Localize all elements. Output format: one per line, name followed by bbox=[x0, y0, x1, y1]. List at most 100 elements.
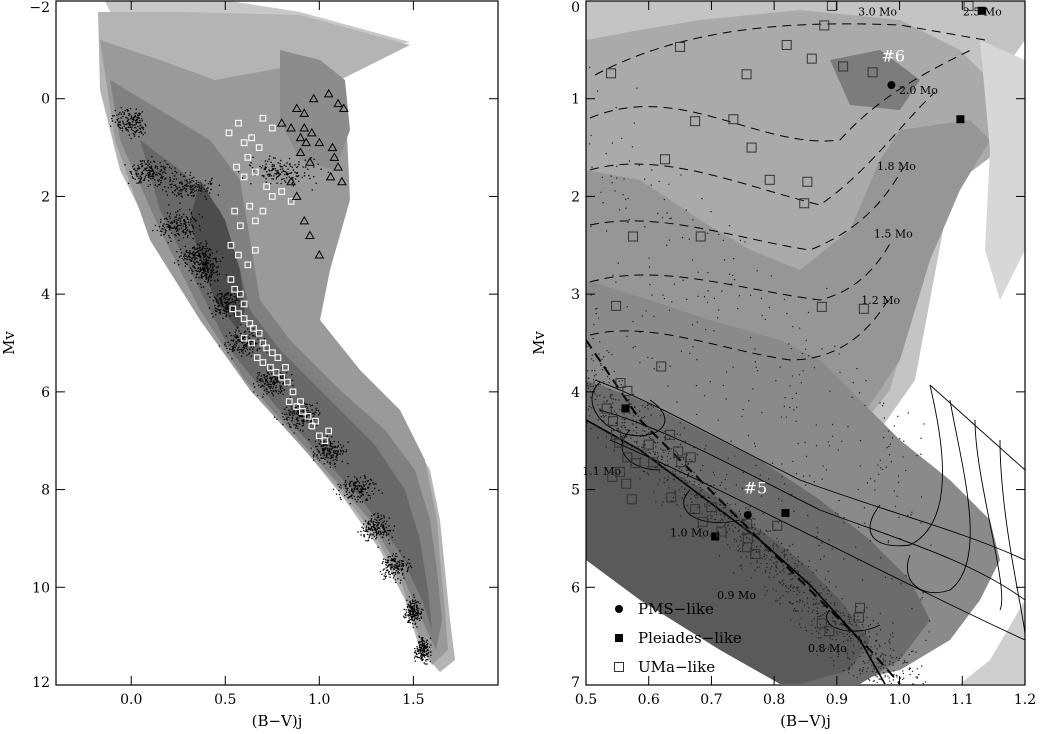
track-2.0 bbox=[589, 91, 936, 206]
left-y-axis-label: Mv bbox=[0, 331, 18, 355]
left-open-square-white-point bbox=[236, 290, 244, 298]
left-field-stars bbox=[109, 106, 432, 665]
left-ytick-label: 2 bbox=[41, 189, 50, 205]
right-open-square-point bbox=[622, 385, 633, 396]
giant-branch-5 bbox=[999, 439, 1025, 636]
left-open-triangle-point bbox=[338, 103, 349, 112]
left-x-axis-label: (B−V)j bbox=[252, 712, 303, 730]
left-open-square-white-point bbox=[297, 398, 304, 405]
left-open-square-white-point bbox=[240, 334, 248, 342]
giant-branch-4 bbox=[974, 419, 1003, 611]
left-open-square-white-point bbox=[278, 188, 286, 195]
right-open-square-point bbox=[626, 494, 637, 505]
right-open-square-point bbox=[690, 504, 701, 515]
track-1.8 bbox=[589, 167, 904, 251]
left-open-triangle-point bbox=[337, 176, 347, 186]
right-ytick-label: 2 bbox=[571, 189, 580, 205]
left-axes: 0.0 0.5 1.0 1.5 −2 0 2 4 6 8 10 12 (B−V)j Mv bbox=[0, 0, 498, 730]
left-ytick-label: −2 bbox=[29, 0, 50, 16]
left-open-square-white-point bbox=[236, 222, 244, 230]
right-open-square-point bbox=[728, 114, 739, 125]
left-open-square-white-point bbox=[235, 310, 242, 318]
legend-label: UMa−like bbox=[638, 658, 715, 676]
legend-label: Pleiades−like bbox=[638, 629, 742, 647]
left-xtick-label: 1.0 bbox=[308, 692, 330, 708]
left-open-triangle-point bbox=[286, 123, 296, 132]
right-open-square-point bbox=[630, 458, 641, 469]
left-open-triangle-point bbox=[295, 147, 306, 156]
left-open-triangle-point bbox=[305, 157, 315, 166]
right-xtick-label: 1.1 bbox=[951, 692, 973, 708]
left-open-triangle-point bbox=[314, 137, 325, 147]
mass-track-label: 3.0 Mo bbox=[858, 6, 897, 19]
right-ytick-label: 6 bbox=[571, 580, 580, 596]
left-open-square-white-point bbox=[263, 344, 271, 352]
isochrone-3 bbox=[609, 439, 1025, 641]
left-open-square-white-point bbox=[283, 378, 291, 386]
right-xtick-label: 0.7 bbox=[700, 692, 722, 708]
left-open-square-white-point bbox=[325, 427, 333, 435]
right-open-square-point bbox=[666, 492, 677, 503]
right-xtick-label: 0.9 bbox=[826, 692, 848, 708]
right-open-square-point bbox=[742, 542, 753, 553]
left-ytick-label: 12 bbox=[32, 675, 50, 691]
left-frame bbox=[55, 0, 499, 686]
right-axes: 0.5 0.6 0.7 0.8 0.9 1.0 1.1 1.2 0 1 2 3 4 5 6 7 (B−V)j Mv bbox=[530, 0, 1036, 730]
right-open-square-point bbox=[621, 478, 632, 489]
left-open-square-white-point bbox=[268, 349, 276, 357]
right-open-square-point bbox=[648, 457, 659, 468]
right-filled-square-point bbox=[621, 404, 630, 413]
right-open-square-point bbox=[601, 403, 612, 414]
left-open-square-white-point bbox=[299, 408, 306, 415]
left-open-triangle-point bbox=[333, 98, 343, 108]
left-open-square-white-point bbox=[278, 373, 286, 381]
track-1.2 bbox=[589, 299, 889, 361]
left-open-square-white-point bbox=[246, 320, 254, 327]
left-open-square-white-point bbox=[227, 276, 235, 283]
left-open-triangle-point bbox=[333, 162, 343, 171]
right-xtick-label: 0.8 bbox=[763, 692, 785, 708]
right-open-square-point bbox=[615, 378, 626, 389]
left-density-map bbox=[98, 1, 455, 672]
right-panel: #6#53.0 Mo 2.5 Mo2.0 Mo1.8 Mo1.5 Mo1.2 Mo… bbox=[530, 0, 1036, 730]
mass-track-label: 1.5 Mo bbox=[874, 227, 913, 240]
right-frame bbox=[585, 0, 1026, 686]
left-open-square-white-point bbox=[252, 168, 259, 176]
left-open-square-white-point bbox=[268, 124, 276, 132]
right-open-square-point bbox=[697, 516, 708, 527]
left-open-triangle-point bbox=[276, 118, 287, 127]
right-open-square-point bbox=[816, 618, 827, 629]
mass-track-label: 1.0 Mo bbox=[670, 526, 709, 539]
right-xtick-label: 1.0 bbox=[888, 692, 910, 708]
track-2.5 bbox=[589, 47, 976, 142]
left-open-square-white-point bbox=[274, 354, 282, 362]
giant-branch-1 bbox=[929, 384, 1025, 471]
left-open-triangle-point bbox=[295, 132, 306, 142]
left-open-triangle-point bbox=[323, 88, 334, 98]
left-open-triangle-point bbox=[308, 93, 319, 103]
right-markers bbox=[601, 0, 986, 637]
mass-track-label: 2.0 Mo bbox=[899, 84, 938, 97]
left-open-square-white-point bbox=[312, 417, 319, 425]
right-open-square-point bbox=[622, 452, 633, 463]
right-open-square-point bbox=[824, 626, 835, 637]
left-xtick-label: 0.5 bbox=[214, 692, 236, 708]
right-open-square-point bbox=[742, 518, 753, 529]
right-open-square-point bbox=[695, 231, 706, 242]
right-density-map bbox=[586, 1, 1025, 685]
mass-track-label: 1.2 Mo bbox=[861, 294, 900, 307]
left-xtick-label: 1.5 bbox=[402, 692, 424, 708]
left-open-square-white-point bbox=[244, 153, 252, 161]
left-open-square-white-point bbox=[240, 300, 248, 308]
right-open-square-point bbox=[741, 69, 752, 80]
left-open-triangle-point bbox=[314, 250, 325, 259]
legend-symbol-filled-circle bbox=[615, 605, 623, 613]
left-panel: 0.0 0.5 1.0 1.5 −2 0 2 4 6 8 10 12 (B−V)j Mv bbox=[0, 0, 499, 730]
left-open-triangle-point bbox=[327, 142, 338, 152]
left-ytick-label: 0 bbox=[41, 92, 50, 108]
right-open-square-point bbox=[690, 116, 701, 127]
left-open-square-white-point bbox=[255, 144, 263, 151]
right-xtick-label: 0.5 bbox=[575, 692, 597, 708]
right-filled-square-point bbox=[956, 115, 965, 124]
right-open-square-point bbox=[746, 142, 757, 153]
